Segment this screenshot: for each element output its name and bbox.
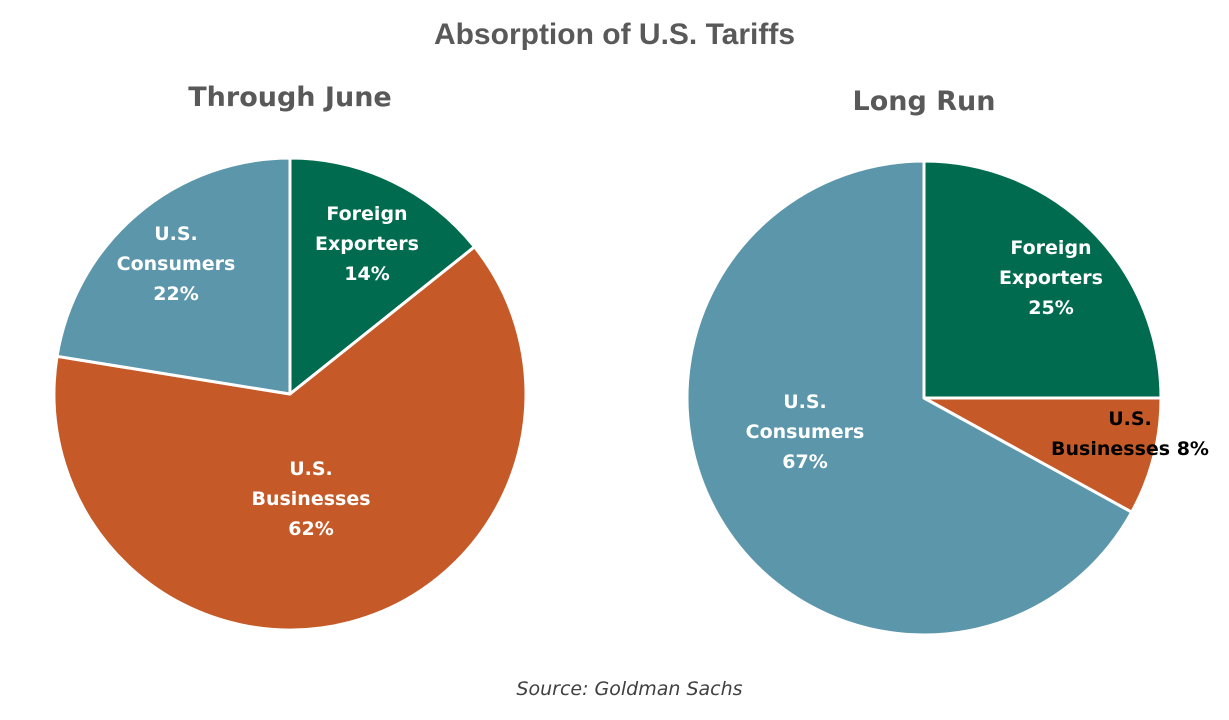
- slice-label-line: Consumers: [117, 253, 236, 275]
- slice-label-line: Foreign: [326, 203, 407, 225]
- chart-title: Absorption of U.S. Tariffs: [433, 18, 796, 51]
- pie-slice-foreign-exporters: [922, 159, 1163, 400]
- pie-title-through-june: Through June: [188, 82, 392, 113]
- slice-label-u-s-consumers: U.S. Consumers 67%: [746, 391, 865, 473]
- slice-label-line: U.S.: [1108, 408, 1152, 430]
- pie-title-long-run: Long Run: [852, 86, 996, 117]
- source-note: Source: Goldman Sachs: [516, 678, 743, 700]
- pie-slice-u-s-consumers: [685, 159, 1134, 637]
- slice-label-line: Exporters: [315, 233, 419, 255]
- slice-label-u-s-businesses: U.S. Businesses 62%: [251, 458, 370, 540]
- slice-label-line: U.S.: [289, 458, 333, 480]
- slice-label-line: 22%: [153, 283, 198, 305]
- pie-long-run: Foreign Exporters 25%U.S. Businesses 8%U.S.…: [685, 159, 1209, 637]
- slice-label-u-s-consumers: U.S. Consumers 22%: [117, 223, 236, 305]
- slice-label-foreign-exporters: Foreign Exporters 14%: [315, 203, 419, 285]
- slice-label-line: 25%: [1028, 297, 1073, 319]
- pie-slice-u-s-businesses: [52, 245, 528, 632]
- slice-label-line: Businesses 8%: [1051, 438, 1209, 460]
- slice-label-line: 14%: [344, 263, 389, 285]
- slice-label-line: U.S.: [783, 391, 827, 413]
- slice-label-line: Consumers: [746, 421, 865, 443]
- slice-label-line: 62%: [288, 518, 333, 540]
- pie-slice-u-s-businesses: [922, 396, 1163, 514]
- slice-label-line: Businesses: [251, 488, 370, 510]
- pie-slice-foreign-exporters: [288, 156, 477, 396]
- pie-through-june: Foreign Exporters 14%U.S. Businesses 62%U.S.…: [52, 156, 528, 632]
- slice-label-line: Foreign: [1010, 237, 1091, 259]
- slice-label-u-s-businesses: U.S. Businesses 8%: [1051, 408, 1209, 460]
- pie-slice-u-s-consumers: [55, 156, 292, 396]
- slice-label-foreign-exporters: Foreign Exporters 25%: [999, 237, 1103, 319]
- slice-label-line: 67%: [782, 451, 827, 473]
- slice-label-line: Exporters: [999, 267, 1103, 289]
- slice-label-line: U.S.: [154, 223, 198, 245]
